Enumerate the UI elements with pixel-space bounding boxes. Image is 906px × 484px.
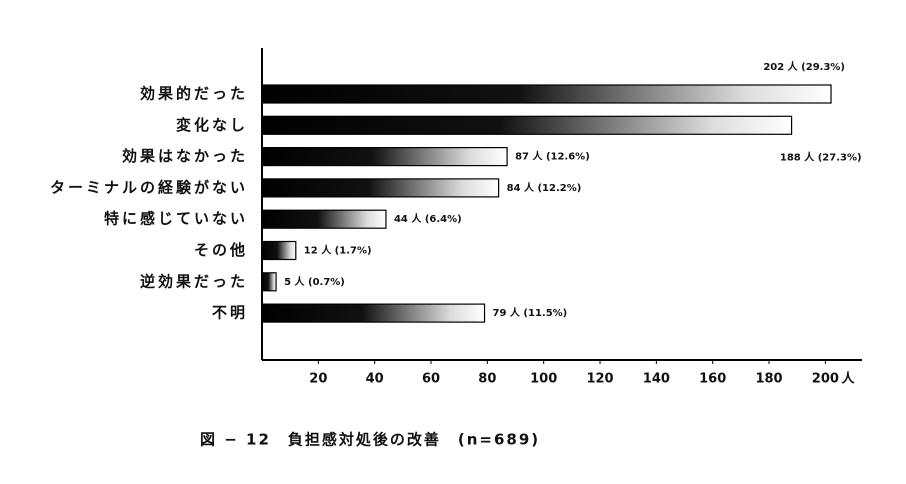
bar [261, 303, 486, 323]
x-tick-label: 140 [643, 372, 670, 387]
x-tick-label: 60 [422, 372, 440, 387]
bar [261, 209, 387, 229]
value-label: 202 人 (29.3%) [763, 60, 845, 73]
x-tick-label: 40 [366, 372, 384, 387]
y-tick-label: その他 [194, 241, 248, 259]
chart-title: 図 − 12 負担感対処後の改善 (n=689) [200, 431, 540, 449]
y-tick-label: 不明 [212, 304, 248, 322]
value-label: 84 人 (12.2%) [507, 181, 582, 194]
value-label: 5 人 (0.7%) [284, 275, 345, 288]
x-tick-label: 100 [530, 372, 557, 387]
bar [261, 84, 832, 104]
y-tick-label: ターミナルの経験がない [50, 178, 248, 196]
y-tick-label: 逆効果だった [140, 272, 248, 290]
bar [261, 147, 508, 167]
x-tick-label: 200 [812, 372, 839, 387]
value-label: 188 人 (27.3%) [780, 150, 862, 163]
y-tick-label: 効果はなかった [122, 147, 248, 165]
value-label: 79 人 (11.5%) [493, 306, 568, 319]
value-label: 12 人 (1.7%) [304, 244, 372, 257]
x-tick-label: 180 [755, 372, 782, 387]
bar [261, 178, 500, 198]
x-axis-label: 人 [841, 371, 855, 387]
bar [261, 115, 793, 135]
y-tick-label: 特に感じていない [104, 210, 248, 228]
y-tick-label: 変化なし [176, 116, 248, 134]
value-label: 87 人 (12.6%) [515, 150, 590, 163]
x-tick-label: 120 [586, 372, 613, 387]
bar [261, 240, 297, 261]
x-tick-label: 20 [309, 372, 327, 387]
x-tick-label: 80 [478, 372, 496, 387]
bar [261, 272, 277, 292]
value-label: 44 人 (6.4%) [394, 212, 462, 225]
y-tick-label: 効果的だった [140, 85, 248, 103]
x-tick-label: 160 [699, 372, 726, 387]
